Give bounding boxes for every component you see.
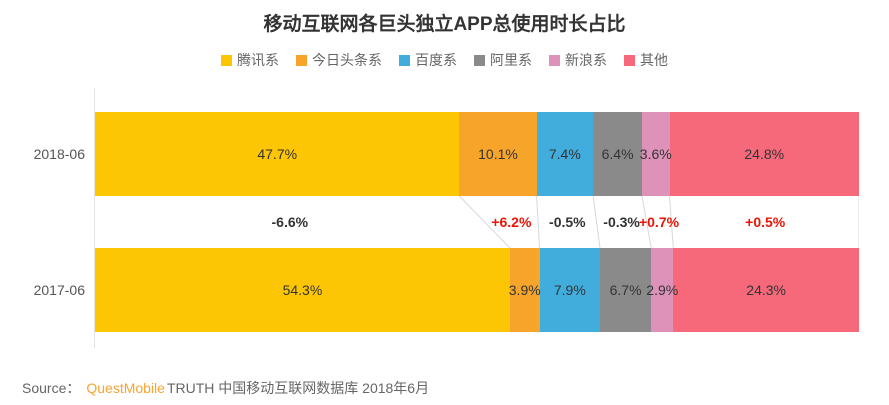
category-label-2018-06: 2018-06 <box>33 146 85 162</box>
legend-item-新浪系: 新浪系 <box>549 50 607 70</box>
segment-value-label: 7.4% <box>548 146 581 162</box>
segment-value-label: 6.4% <box>601 146 634 162</box>
legend-label: 其他 <box>640 52 668 68</box>
source-rest: TRUTH 中国移动互联网数据库 2018年6月 <box>166 380 430 396</box>
delta-label-阿里系: -0.3% <box>603 214 640 230</box>
segment-value-label: 10.1% <box>478 146 518 162</box>
segment-2018-06-今日头条系: 10.1% <box>459 112 537 196</box>
legend-swatch-icon <box>474 54 485 66</box>
legend-item-阿里系: 阿里系 <box>474 50 532 70</box>
legend-label: 今日头条系 <box>312 52 382 68</box>
legend-label: 阿里系 <box>490 52 532 68</box>
stacked-bar-2018-06: 47.7% 10.1% 7.4% 6.4% 3.6% 24.8% <box>95 112 859 196</box>
segment-2018-06-百度系: 7.4% <box>536 112 594 196</box>
legend: 腾讯系 今日头条系 百度系 阿里系 新浪系 其他 <box>0 50 889 70</box>
delta-label-百度系: -0.5% <box>549 214 586 230</box>
segment-2017-06-阿里系: 6.7% <box>600 248 652 332</box>
delta-label-其他: +0.5% <box>745 214 786 230</box>
legend-item-腾讯系: 腾讯系 <box>221 50 279 70</box>
source-brand: QuestMobile <box>86 380 165 396</box>
connector-lines <box>459 196 859 248</box>
segment-2018-06-腾讯系: 47.7% <box>95 112 460 196</box>
legend-item-百度系: 百度系 <box>399 50 457 70</box>
delta-label-腾讯系: -6.6% <box>271 214 309 230</box>
source-line: Source： QuestMobile TRUTH 中国移动互联网数据库 2018年… <box>22 378 429 398</box>
segment-2017-06-其他: 24.3% <box>673 248 859 332</box>
segment-2017-06-腾讯系: 54.3% <box>95 248 510 332</box>
delta-label-今日头条系: +6.2% <box>491 214 532 230</box>
legend-label: 腾讯系 <box>237 52 279 68</box>
legend-item-今日头条系: 今日头条系 <box>296 50 382 70</box>
segment-value-label: 3.9% <box>508 282 541 298</box>
y-axis-line <box>94 88 95 348</box>
legend-swatch-icon <box>221 54 232 66</box>
legend-swatch-icon <box>624 54 635 66</box>
segment-2018-06-阿里系: 6.4% <box>593 112 643 196</box>
change-band: -6.6% +6.2% -0.5% -0.3% +0.7% +0.5% <box>95 196 859 248</box>
segment-value-label: 54.3% <box>282 282 323 298</box>
segment-2017-06-百度系: 7.9% <box>539 248 600 332</box>
segment-value-label: 6.7% <box>609 282 642 298</box>
legend-swatch-icon <box>399 54 410 66</box>
segment-value-label: 24.3% <box>746 282 787 298</box>
legend-item-其他: 其他 <box>624 50 668 70</box>
legend-label: 百度系 <box>415 52 457 68</box>
segment-2018-06-新浪系: 3.6% <box>639 112 672 196</box>
segment-value-label: 24.8% <box>744 146 785 162</box>
legend-swatch-icon <box>549 54 560 66</box>
source-prefix: Source： <box>22 380 81 396</box>
category-label-2017-06: 2017-06 <box>33 282 85 298</box>
delta-label-新浪系: +0.7% <box>638 214 680 230</box>
segment-value-label: 2.9% <box>646 282 679 298</box>
legend-swatch-icon <box>296 54 307 66</box>
segment-value-label: 47.7% <box>257 146 298 162</box>
segment-2017-06-新浪系: 2.9% <box>646 248 678 332</box>
segment-value-label: 3.6% <box>639 146 672 162</box>
chart-title: 移动互联网各巨头独立APP总使用时长占比 <box>263 14 626 35</box>
segment-2018-06-其他: 24.8% <box>669 112 859 196</box>
segment-value-label: 7.9% <box>553 282 586 298</box>
segment-2017-06-今日头条系: 3.9% <box>508 248 541 332</box>
legend-label: 新浪系 <box>565 52 607 68</box>
stacked-bar-2017-06: 54.3% 3.9% 7.9% 6.7% 2.9% 24.3% <box>95 248 859 332</box>
